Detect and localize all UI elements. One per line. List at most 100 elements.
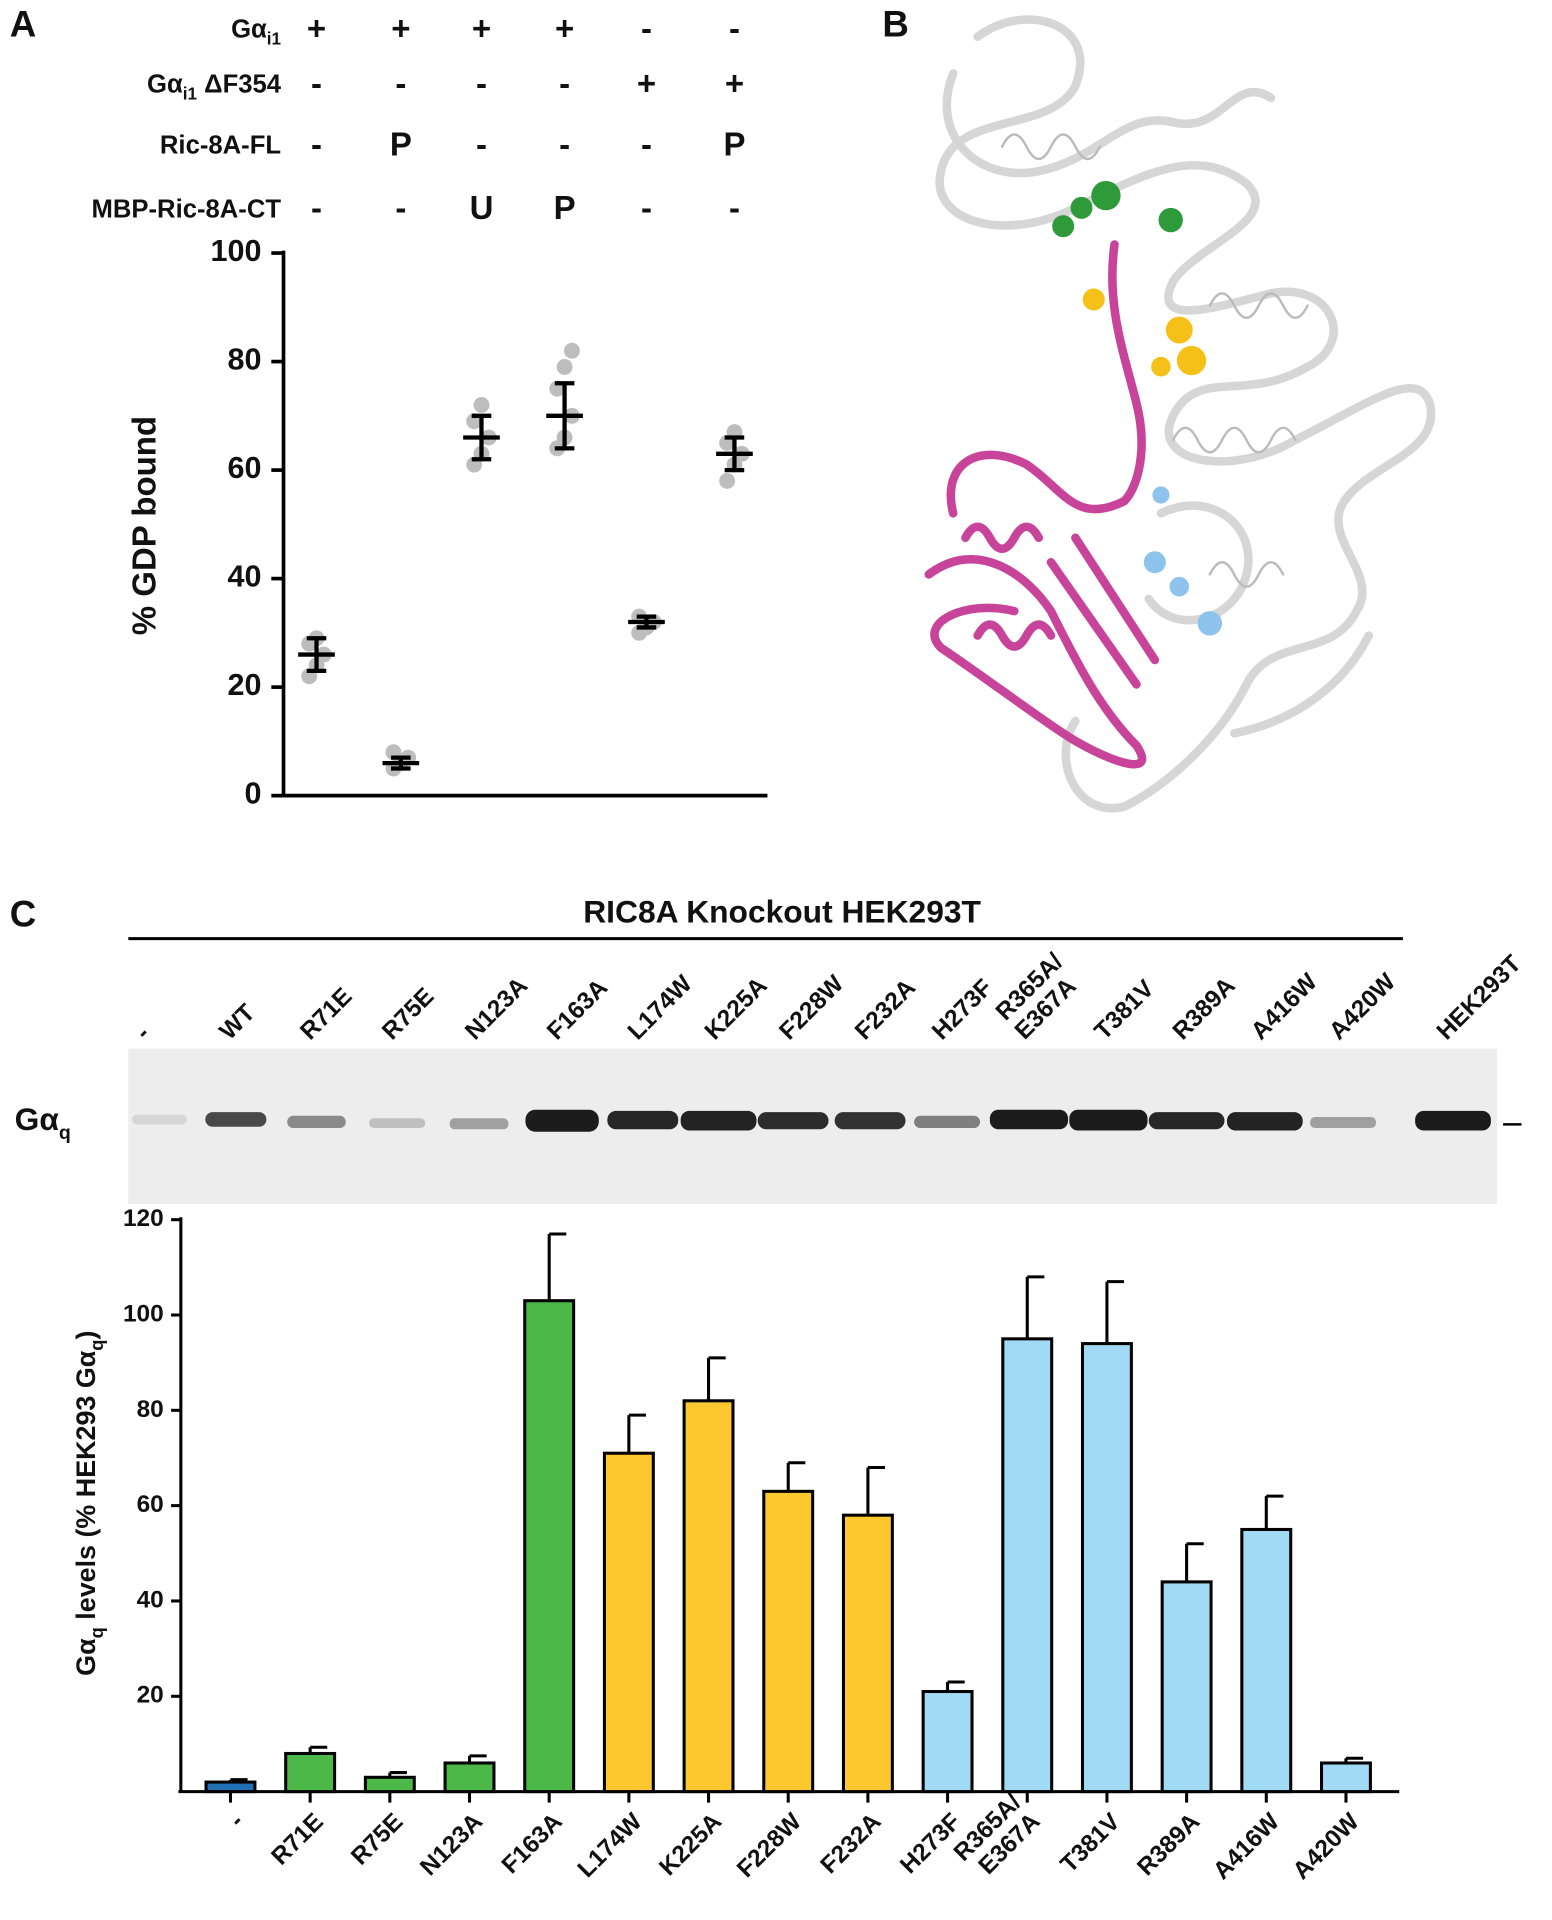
data-point — [563, 342, 580, 359]
condition-value: - — [311, 125, 322, 162]
condition-label-part: Gα — [231, 15, 267, 43]
bar — [523, 1299, 576, 1794]
condition-label: Gαi1 ΔF354 — [147, 70, 282, 103]
bar — [363, 1775, 416, 1794]
x-tick-label: F232A — [816, 1808, 887, 1879]
condition-value: + — [391, 9, 410, 46]
error-bar — [1025, 1275, 1045, 1339]
bar — [921, 1689, 974, 1794]
condition-label: Gαi1 — [231, 15, 281, 48]
lane-label: WT — [215, 999, 261, 1045]
x-tick-label: A416W — [1208, 1808, 1285, 1885]
y-tick-label: 40 — [137, 1586, 164, 1613]
error-bar — [1185, 1542, 1204, 1582]
condition-label-part: Gα — [147, 70, 183, 98]
condition-value: + — [307, 9, 326, 46]
band-label: Gαq — [15, 1101, 71, 1144]
condition-value: + — [555, 9, 574, 46]
condition-value: - — [641, 125, 652, 162]
bar — [1080, 1342, 1133, 1794]
lane-label: F232A — [850, 974, 921, 1045]
y-tick-label: 60 — [228, 451, 262, 485]
condition-value: P — [723, 125, 745, 162]
error-bar — [786, 1461, 806, 1492]
error-bar — [1105, 1280, 1125, 1344]
structure-illustration — [924, 15, 1436, 813]
condition-label: Ric-8A-FL — [160, 132, 281, 160]
y-tick-label: 20 — [137, 1682, 164, 1709]
error-bar — [866, 1465, 886, 1516]
y-tick-label: 0 — [245, 777, 262, 811]
bar — [1001, 1337, 1054, 1794]
bar — [1319, 1761, 1372, 1794]
condition-value: + — [725, 64, 744, 101]
condition-label-part: MBP-Ric-8A-CT — [91, 195, 281, 223]
lane-label: K225A — [700, 972, 773, 1045]
x-tick-label: R389A — [1132, 1808, 1205, 1881]
y-tick-label: 100 — [123, 1300, 164, 1327]
condition-value: + — [637, 64, 656, 101]
bands — [131, 1109, 1491, 1132]
bar — [284, 1751, 337, 1794]
error-bar — [1264, 1494, 1284, 1530]
y-axis-label-part: q — [86, 1340, 107, 1351]
x-tick-label: - — [224, 1808, 249, 1833]
bar — [762, 1489, 815, 1794]
bar — [841, 1513, 894, 1794]
x-tick-label: K225A — [654, 1808, 727, 1881]
condition-label-part: i1 — [267, 30, 282, 49]
bar — [682, 1399, 735, 1794]
mean-errorbar — [716, 435, 753, 473]
bar — [602, 1451, 655, 1794]
condition-value: - — [729, 189, 740, 226]
x-tick-label: A420W — [1288, 1808, 1365, 1885]
condition-value: - — [476, 125, 487, 162]
mean-errorbar — [628, 614, 665, 630]
lane-label: T381V — [1090, 975, 1160, 1045]
condition-value: - — [641, 189, 652, 226]
x-tick-label: L174W — [573, 1808, 648, 1883]
x-tick-label: R75E — [346, 1808, 408, 1870]
mean-errorbar — [382, 755, 420, 771]
condition-value: - — [559, 64, 570, 101]
condition-value: P — [390, 125, 412, 162]
lane-label: N123A — [460, 972, 533, 1045]
lane-label: F163A — [542, 974, 613, 1045]
x-tick-label: N123A — [415, 1808, 488, 1881]
mean-errorbar — [546, 381, 583, 451]
condition-label: MBP-Ric-8A-CT — [91, 195, 281, 223]
lane-label: HEK293T — [1432, 950, 1527, 1045]
y-axis-label: Gαq levels (% HEK293 Gαq) — [71, 1331, 107, 1676]
y-tick-label: 40 — [228, 560, 262, 594]
condition-value: - — [476, 64, 487, 101]
y-tick-label: 20 — [228, 668, 262, 702]
error-bar — [946, 1680, 965, 1692]
lane-label: F228W — [774, 970, 849, 1045]
blot-title: RIC8A Knockout HEK293T — [583, 894, 981, 930]
band-label-text: Gα — [15, 1101, 60, 1137]
bar — [443, 1761, 496, 1794]
x-tick-label: R71E — [266, 1808, 328, 1870]
condition-value: - — [641, 9, 652, 46]
y-axis-label-part: levels (% HEK293 Gα — [71, 1350, 101, 1627]
condition-value: - — [395, 64, 406, 101]
lane-label: - — [130, 1020, 155, 1045]
error-bar — [547, 1232, 567, 1301]
y-tick-label: 60 — [137, 1491, 164, 1518]
x-tick-label: F163A — [497, 1808, 568, 1879]
data-point — [556, 359, 573, 375]
condition-value: U — [470, 189, 494, 226]
panel-label: B — [882, 4, 908, 45]
lane-label: R389A — [1168, 972, 1241, 1045]
bar — [1160, 1580, 1213, 1794]
lane-label: R75E — [377, 983, 439, 1045]
lane-label: H273F — [927, 974, 998, 1045]
condition-label-part: Ric-8A-FL — [160, 132, 281, 160]
condition-value: + — [472, 9, 491, 46]
mean-errorbar — [298, 636, 335, 673]
error-bar — [627, 1413, 646, 1454]
y-tick-label: 80 — [228, 343, 262, 377]
x-tick-label: F228W — [732, 1808, 807, 1883]
lane-label: A420W — [1324, 968, 1401, 1045]
